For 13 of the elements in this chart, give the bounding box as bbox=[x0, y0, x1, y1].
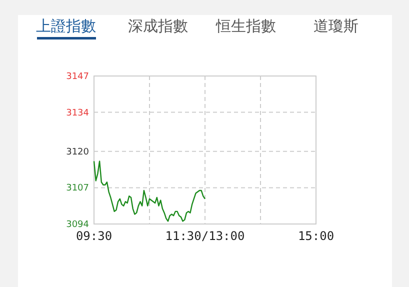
x-tick-label: 15:00 bbox=[298, 229, 334, 243]
x-tick-label: 11:30/13:00 bbox=[165, 229, 245, 243]
y-tick-label: 3134 bbox=[66, 108, 90, 118]
text: 深成指數 bbox=[128, 17, 188, 35]
y-tick-label: 3094 bbox=[66, 220, 90, 230]
y-tick-label: 3147 bbox=[66, 72, 89, 82]
x-tick-label: 09:30 bbox=[76, 229, 112, 243]
chart-title: 上證指數 bbox=[36, 17, 96, 35]
y-tick-label: 3120 bbox=[66, 147, 90, 158]
y-tick-label: 3107 bbox=[66, 184, 89, 194]
text: 道瓊斯 bbox=[314, 17, 358, 35]
line-series bbox=[93, 160, 206, 222]
text: 恒生指數 bbox=[215, 17, 276, 35]
